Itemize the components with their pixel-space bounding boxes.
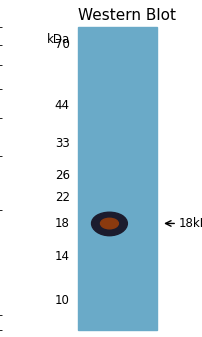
Ellipse shape [100,218,118,229]
Text: 33: 33 [55,137,69,150]
Text: 44: 44 [54,99,69,112]
Text: 26: 26 [54,168,69,182]
Ellipse shape [91,212,127,236]
Text: 18: 18 [55,217,69,230]
Text: Western Blot: Western Blot [77,8,175,23]
Text: 70: 70 [55,38,69,51]
Text: 18kDa: 18kDa [178,217,202,230]
Text: 10: 10 [55,294,69,307]
Text: 14: 14 [54,250,69,263]
Text: kDa: kDa [46,33,69,45]
Text: 22: 22 [54,190,69,204]
Bar [77,27,156,330]
